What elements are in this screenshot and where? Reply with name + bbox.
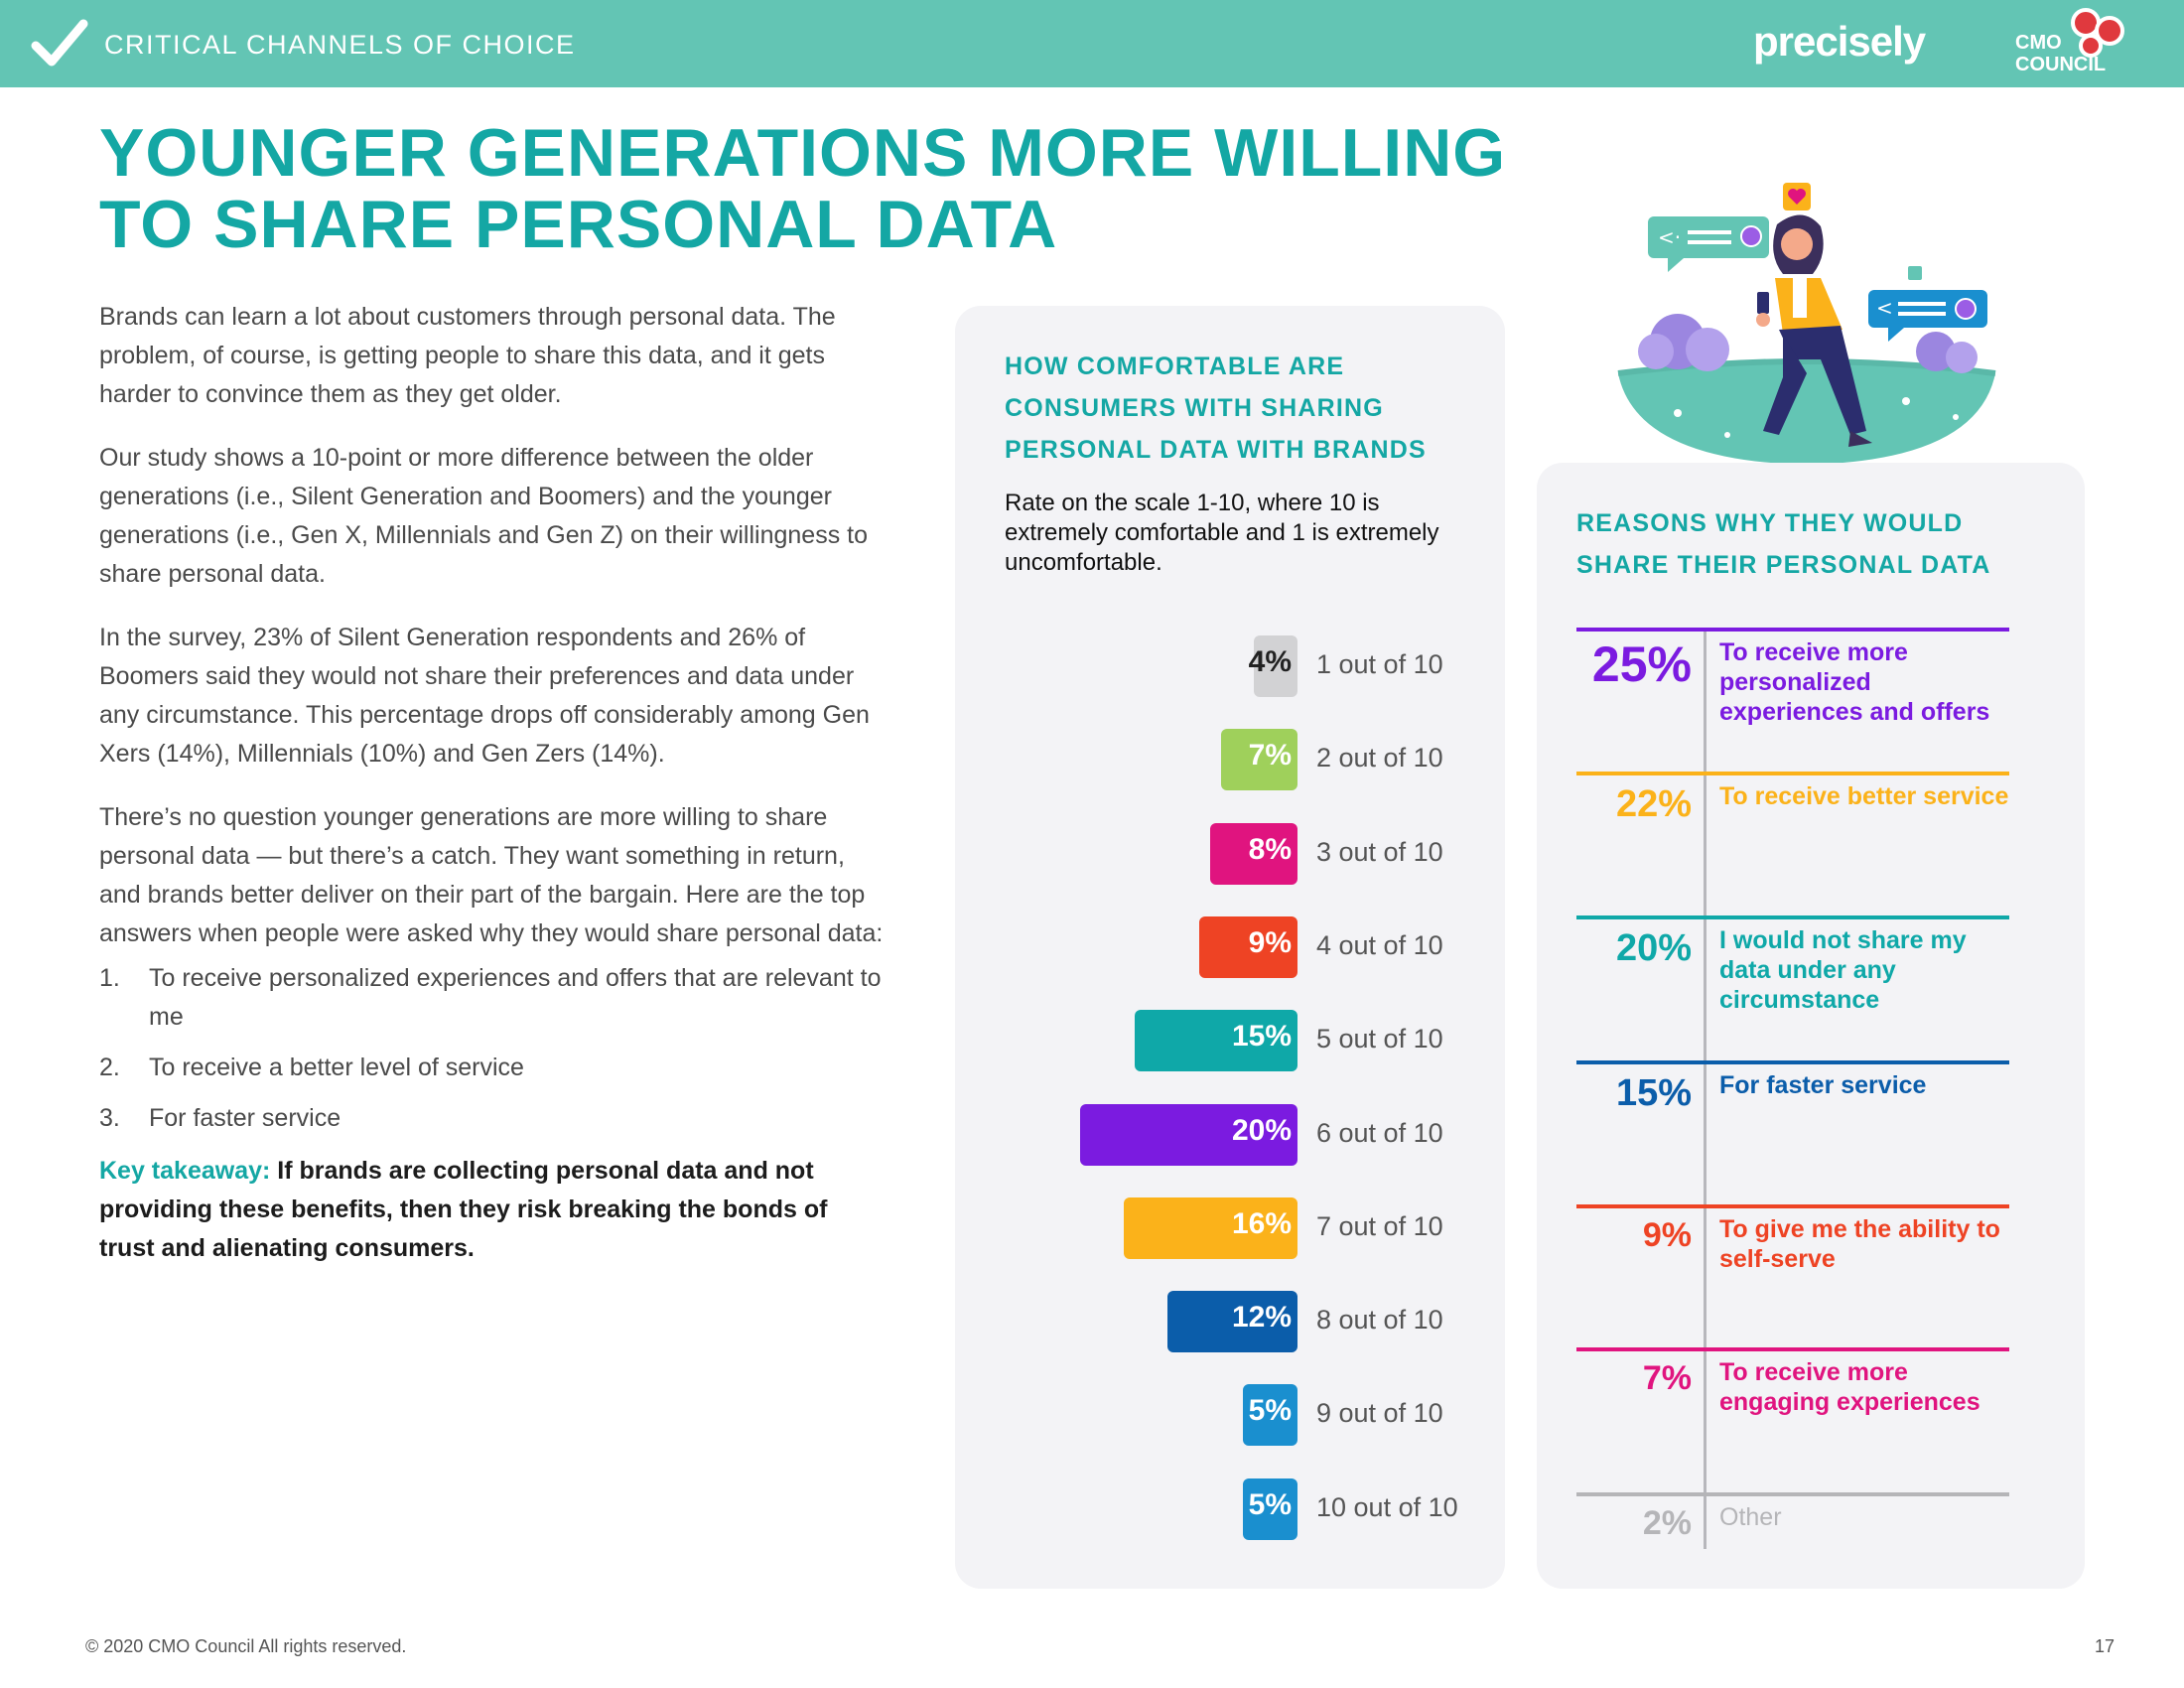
precisely-logo: precisely — [1753, 18, 1926, 65]
bar-1: 4% — [1249, 635, 1297, 697]
bar-2: 7% — [1221, 729, 1297, 790]
bar-value-label: 8% — [1248, 833, 1292, 866]
bar-value-label: 7% — [1248, 739, 1292, 772]
comfort-panel: HOW COMFORTABLE ARE CONSUMERS WITH SHARI… — [955, 306, 1505, 1589]
reason-rule — [1576, 772, 2009, 775]
section-title: CRITICAL CHANNELS OF CHOICE — [104, 30, 576, 60]
reasons-panel: REASONS WHY THEY WOULD SHARE THEIR PERSO… — [1537, 463, 2085, 1589]
bar-8: 12% — [1167, 1291, 1297, 1352]
bar-6: 20% — [1080, 1104, 1297, 1166]
page-number: 17 — [2095, 1636, 2116, 1656]
reason-rule — [1576, 1492, 2009, 1496]
reason-text: To receive more personalized experiences… — [1719, 638, 1990, 726]
reason-rule — [1576, 1060, 2009, 1064]
reasons-panel-title: REASONS WHY THEY WOULD SHARE THEIR PERSO… — [1576, 509, 1991, 579]
list-item: 3. For faster service — [99, 1104, 341, 1132]
reason-percent: 2% — [1642, 1504, 1692, 1542]
key-takeaway-label: Key takeaway: — [99, 1157, 271, 1185]
headline-line-2: TO SHARE PERSONAL DATA — [99, 187, 1058, 262]
bar-category-label: 3 out of 10 — [1316, 837, 1443, 867]
reason-percent: 15% — [1615, 1072, 1692, 1114]
bar-category-label: 5 out of 10 — [1316, 1024, 1443, 1054]
paragraph-intro: Brands can learn a lot about customers t… — [99, 303, 836, 408]
bar-category-label: 8 out of 10 — [1316, 1305, 1443, 1335]
bar-category-label: 1 out of 10 — [1316, 649, 1443, 679]
paragraph-study: Our study shows a 10-point or more diffe… — [99, 444, 868, 588]
bar-category-label: 4 out of 10 — [1316, 930, 1443, 960]
list-item: 2. To receive a better level of service — [99, 1054, 524, 1081]
reason-text: To receive more engaging experiences — [1719, 1358, 1980, 1416]
woman-with-phone-illustration: <· < — [1617, 183, 1996, 465]
list-item: 1. To receive personalized experiences an… — [99, 964, 882, 1031]
svg-text:<: < — [1876, 296, 1893, 320]
reason-percent: 22% — [1615, 783, 1692, 825]
copyright: © 2020 CMO Council All rights reserved. — [85, 1636, 407, 1656]
reason-rule — [1576, 915, 2009, 919]
bar-9: 5% — [1243, 1384, 1297, 1446]
page-headline: YOUNGER GENERATIONS MORE WILLING TO SHAR… — [99, 117, 1569, 260]
headline-line-1: YOUNGER GENERATIONS MORE WILLING — [99, 115, 1507, 191]
reason-rule — [1576, 1347, 2009, 1351]
bar-value-label: 15% — [1231, 1020, 1292, 1053]
bar-5: 15% — [1135, 1010, 1297, 1071]
svg-text:<·: <· — [1658, 225, 1681, 249]
reasons-divider — [1704, 632, 1706, 1549]
reason-percent: 9% — [1642, 1216, 1692, 1254]
reasons-list: 1. To receive personalized experiences an… — [99, 959, 884, 1138]
logo-line-2: COUNCIL — [2015, 54, 2107, 75]
reason-percent: 7% — [1642, 1359, 1692, 1397]
reason-text: Other — [1719, 1503, 1782, 1531]
key-takeaway: Key takeaway: If brands are collecting p… — [99, 1152, 884, 1268]
bar-category-label: 2 out of 10 — [1316, 743, 1443, 773]
paragraph-survey: In the survey, 23% of Silent Generation … — [99, 624, 870, 768]
bar-7: 16% — [1124, 1197, 1297, 1259]
bar-value-label: 5% — [1248, 1488, 1292, 1521]
bar-category-label: 6 out of 10 — [1316, 1118, 1443, 1148]
bar-category-label: 9 out of 10 — [1316, 1398, 1443, 1428]
bar-value-label: 9% — [1248, 926, 1292, 959]
reason-text: To give me the ability to self-serve — [1719, 1215, 2000, 1273]
comfort-panel-subtitle: Rate on the scale 1-10, where 10 is extr… — [1005, 490, 1439, 576]
bar-10: 5% — [1243, 1478, 1297, 1540]
body-text: Brands can learn a lot about customers t… — [99, 298, 884, 1293]
reason-text: For faster service — [1719, 1071, 1927, 1099]
bar-value-label: 20% — [1231, 1114, 1292, 1147]
bar-value-label: 5% — [1248, 1394, 1292, 1427]
bar-value-label: 4% — [1248, 645, 1292, 678]
reason-rule — [1576, 1204, 2009, 1208]
bar-4: 9% — [1199, 916, 1297, 978]
bar-category-label: 7 out of 10 — [1316, 1211, 1443, 1241]
comfort-panel-title: HOW COMFORTABLE ARE CONSUMERS WITH SHARI… — [1005, 352, 1427, 464]
bar-3: 8% — [1210, 823, 1297, 885]
paragraph-catch: There’s no question younger generations … — [99, 803, 884, 947]
bar-value-label: 12% — [1231, 1301, 1292, 1334]
header-bar: CRITICAL CHANNELS OF CHOICE precisely CM… — [0, 0, 2184, 87]
reason-percent: 25% — [1591, 636, 1692, 692]
reason-rule — [1576, 628, 2009, 632]
reason-percent: 20% — [1615, 927, 1692, 969]
logo-line-1: CMO — [2015, 32, 2062, 54]
reason-text: I would not share my data under any circ… — [1719, 926, 1967, 1014]
reason-text: To receive better service — [1719, 782, 2009, 810]
bar-category-label: 10 out of 10 — [1316, 1492, 1458, 1522]
bar-value-label: 16% — [1231, 1207, 1292, 1240]
check-icon — [31, 19, 88, 67]
key-takeaway-text: If brands are collecting personal data a… — [99, 1157, 828, 1262]
cmo-council-logo: CMO COUNCIL — [2015, 8, 2124, 79]
